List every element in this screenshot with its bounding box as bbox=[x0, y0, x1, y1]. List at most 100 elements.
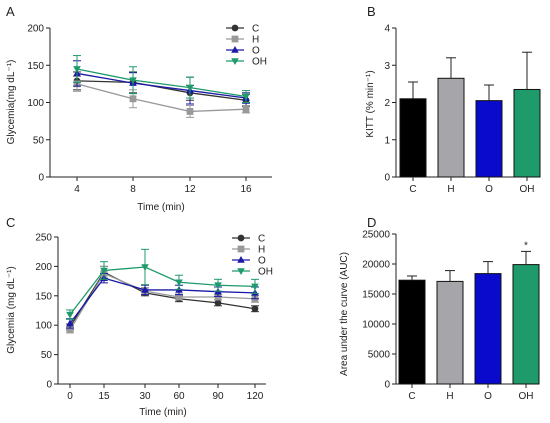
panel-c-legend-item: H bbox=[232, 245, 265, 256]
panel-a-series-line bbox=[76, 72, 247, 99]
panel-c-y-tick-label: 200 bbox=[35, 262, 52, 273]
panel-a-x-tick-label: 16 bbox=[240, 184, 252, 195]
panel-c-x-tick-label: 0 bbox=[67, 391, 73, 402]
panel-a-legend-marker bbox=[231, 58, 239, 65]
panel-c-y-label: Glycemia (mg dL⁻¹) bbox=[6, 266, 17, 354]
panel-c-legend-marker bbox=[237, 234, 245, 242]
panel-a-y-label: Glycemia(mg dL⁻¹) bbox=[6, 60, 17, 145]
panel-a-legend-marker bbox=[231, 46, 239, 53]
panel-c-x-tick-label: 60 bbox=[173, 391, 185, 402]
panel-c-data-point bbox=[141, 264, 149, 271]
panel-c-series-line bbox=[69, 266, 256, 316]
panel-a-data-point bbox=[73, 66, 81, 73]
panel-b-marks: 0 1 2 3 4 C H O OH bbox=[384, 24, 541, 195]
panel-a-series-line bbox=[76, 80, 247, 101]
panel-c-legend-item: OH bbox=[232, 267, 273, 278]
panel-a-legend-item: C bbox=[226, 24, 259, 35]
panel-a-legend-item: OH bbox=[226, 57, 267, 68]
panel-d: D Area under the curve (AUC) 0 5000 10000 1… bbox=[339, 215, 540, 402]
panel-b-x-tick-label: H bbox=[447, 184, 454, 195]
panel-b-bar-oh bbox=[513, 88, 541, 178]
panel-c-data-point bbox=[141, 285, 149, 293]
panel-a-y-tick-label: 200 bbox=[27, 24, 44, 35]
panel-a-legend-marker bbox=[231, 35, 239, 43]
panel-c-legend-label: H bbox=[258, 245, 265, 256]
panel-a-marks: 0 50 100 150 200 4 8 12 16 bbox=[27, 24, 272, 195]
panel-c-data-point bbox=[214, 299, 222, 307]
panel-a-x-tick-label: 4 bbox=[74, 184, 80, 195]
panel-a-data-point bbox=[129, 95, 137, 103]
panel-d-significance-annotation: * bbox=[524, 240, 528, 251]
panel-c-series-c bbox=[66, 265, 259, 331]
panel-d-x-tick-label: O bbox=[484, 391, 492, 402]
panel-a-data-point bbox=[186, 84, 194, 92]
panel-a-legend-label: C bbox=[252, 24, 259, 35]
panel-d-x-tick-label: H bbox=[446, 391, 453, 402]
panel-d-bar-o bbox=[474, 273, 502, 385]
panel-b-y-label: KITT (% min⁻¹) bbox=[365, 70, 376, 137]
panel-a-legend-label: OH bbox=[252, 57, 267, 68]
panel-a: A Glycemia(mg dL⁻¹) Time (min) 0 50 100 150… bbox=[6, 4, 272, 213]
panel-d-y-tick-label: 20000 bbox=[362, 260, 390, 271]
panel-d-marks: 0 5000 10000 15000 20000 25000 C H O OH * bbox=[362, 230, 540, 402]
panel-label-c: C bbox=[6, 215, 15, 230]
panel-b-y-tick-label: 0 bbox=[384, 173, 390, 184]
panel-a-x-tick-label: 12 bbox=[184, 184, 196, 195]
panel-c-data-point bbox=[175, 279, 183, 287]
panel-d-bar-h bbox=[436, 280, 464, 385]
panel-c-y-tick-label: 100 bbox=[35, 321, 52, 332]
panel-b-bar-c bbox=[399, 98, 427, 178]
panel-c-series-oh bbox=[66, 248, 259, 320]
panel-a-y-tick-label: 0 bbox=[38, 173, 44, 184]
panel-c-data-point bbox=[251, 283, 259, 291]
panel-a-series-line bbox=[76, 68, 247, 98]
panel-c-data-point bbox=[175, 293, 183, 301]
panel-d-y-tick-label: 25000 bbox=[362, 230, 390, 241]
panel-c-series-line bbox=[69, 271, 256, 328]
panel-c-y-tick-label: 250 bbox=[35, 233, 52, 244]
panel-d-x-tick-label: OH bbox=[519, 391, 534, 402]
panel-c-data-point bbox=[66, 311, 74, 319]
panel-a-x-label: Time (min) bbox=[137, 202, 184, 213]
panel-c-data-point bbox=[100, 267, 108, 275]
panel-d-bar-oh bbox=[512, 264, 540, 385]
panel-c-series-line bbox=[69, 272, 256, 331]
panel-a-data-point bbox=[242, 93, 250, 101]
panel-b-y-tick-label: 2 bbox=[384, 98, 390, 109]
panel-c-legend-item: C bbox=[232, 234, 265, 245]
panel-c-legend-label: C bbox=[258, 234, 265, 245]
panel-d-y-label: Area under the curve (AUC) bbox=[339, 252, 350, 376]
panel-a-y-tick-label: 50 bbox=[33, 135, 45, 146]
panel-b-x-tick-label: OH bbox=[520, 184, 535, 195]
panel-c-legend-marker bbox=[237, 245, 245, 253]
panel-d-x-tick-label: C bbox=[408, 391, 415, 402]
panel-a-data-point bbox=[186, 108, 194, 115]
panel-c-data-point bbox=[214, 293, 222, 301]
panel-c-x-tick-label: 15 bbox=[98, 391, 110, 402]
panel-c-x-label: Time (min) bbox=[139, 407, 186, 418]
panel-c-y-tick-label: 50 bbox=[41, 350, 53, 361]
panel-b-x-tick-label: O bbox=[485, 184, 493, 195]
panel-b-y-tick-label: 1 bbox=[384, 135, 390, 146]
panel-b-y-tick-label: 3 bbox=[384, 61, 390, 72]
panel-b-bar-o bbox=[475, 100, 503, 178]
panel-label-a: A bbox=[6, 4, 15, 19]
panel-c-legend-label: O bbox=[258, 256, 266, 267]
panel-c-data-point bbox=[66, 326, 74, 334]
panel-a-legend-label: H bbox=[252, 35, 259, 46]
panel-a-x-tick-label: 8 bbox=[130, 184, 136, 195]
panel-b-bar-h bbox=[437, 77, 465, 178]
panel-d-y-tick-label: 10000 bbox=[362, 320, 390, 331]
panel-b: B KITT (% min⁻¹) 0 1 2 3 4 C H O OH bbox=[365, 4, 541, 195]
panel-a-series-oh bbox=[73, 55, 250, 103]
panel-a-y-tick-label: 100 bbox=[27, 98, 44, 109]
panel-d-y-tick-label: 5000 bbox=[368, 350, 391, 361]
panel-a-legend-item: H bbox=[226, 35, 259, 46]
panel-a-series-line bbox=[76, 83, 247, 113]
panel-c-y-tick-label: 0 bbox=[46, 380, 52, 391]
panel-d-y-tick-label: 0 bbox=[384, 380, 390, 391]
panel-a-legend-label: O bbox=[252, 46, 260, 57]
panel-a-y-tick-label: 150 bbox=[27, 61, 44, 72]
panel-a-data-point bbox=[242, 105, 250, 113]
